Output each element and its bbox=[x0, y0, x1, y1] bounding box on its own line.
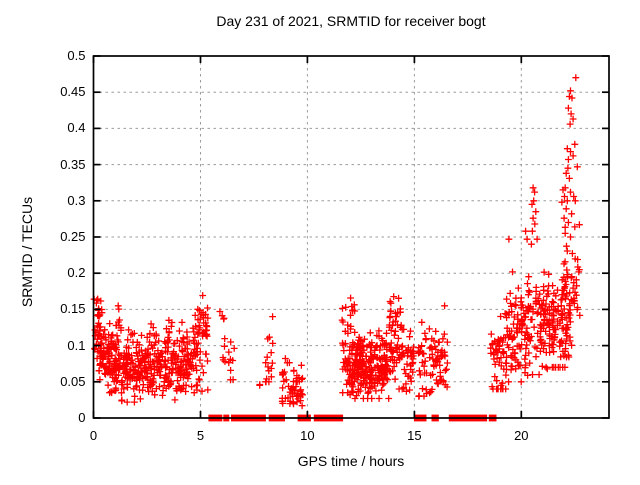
y-tick-label: 0.4 bbox=[67, 120, 86, 136]
x-tick-label: 20 bbox=[514, 428, 529, 443]
x-tick-label: 0 bbox=[89, 428, 98, 443]
x-tick-label: 5 bbox=[196, 428, 205, 443]
y-tick-label: 0.05 bbox=[60, 373, 86, 389]
y-tick-label: 0.25 bbox=[60, 229, 86, 244]
x-axis-label: GPS time / hours bbox=[297, 453, 405, 469]
y-tick-label: 0.5 bbox=[67, 48, 86, 63]
x-tick-label: 15 bbox=[407, 428, 422, 443]
y-tick-label: 0.35 bbox=[60, 156, 86, 172]
y-tick-label: 0.3 bbox=[67, 192, 86, 208]
x-tick-label: 10 bbox=[300, 428, 315, 443]
scatter-points bbox=[90, 74, 584, 410]
y-tick-label: 0.45 bbox=[60, 84, 86, 100]
chart-title: Day 231 of 2021, SRMTID for receiver bog… bbox=[216, 13, 486, 29]
y-tick-label: 0.1 bbox=[67, 337, 86, 353]
plot-border bbox=[92, 55, 610, 419]
y-tick-label: 0 bbox=[78, 410, 86, 425]
y-tick-label: 0.2 bbox=[67, 265, 86, 281]
y-tick-label: 0.15 bbox=[60, 301, 86, 317]
